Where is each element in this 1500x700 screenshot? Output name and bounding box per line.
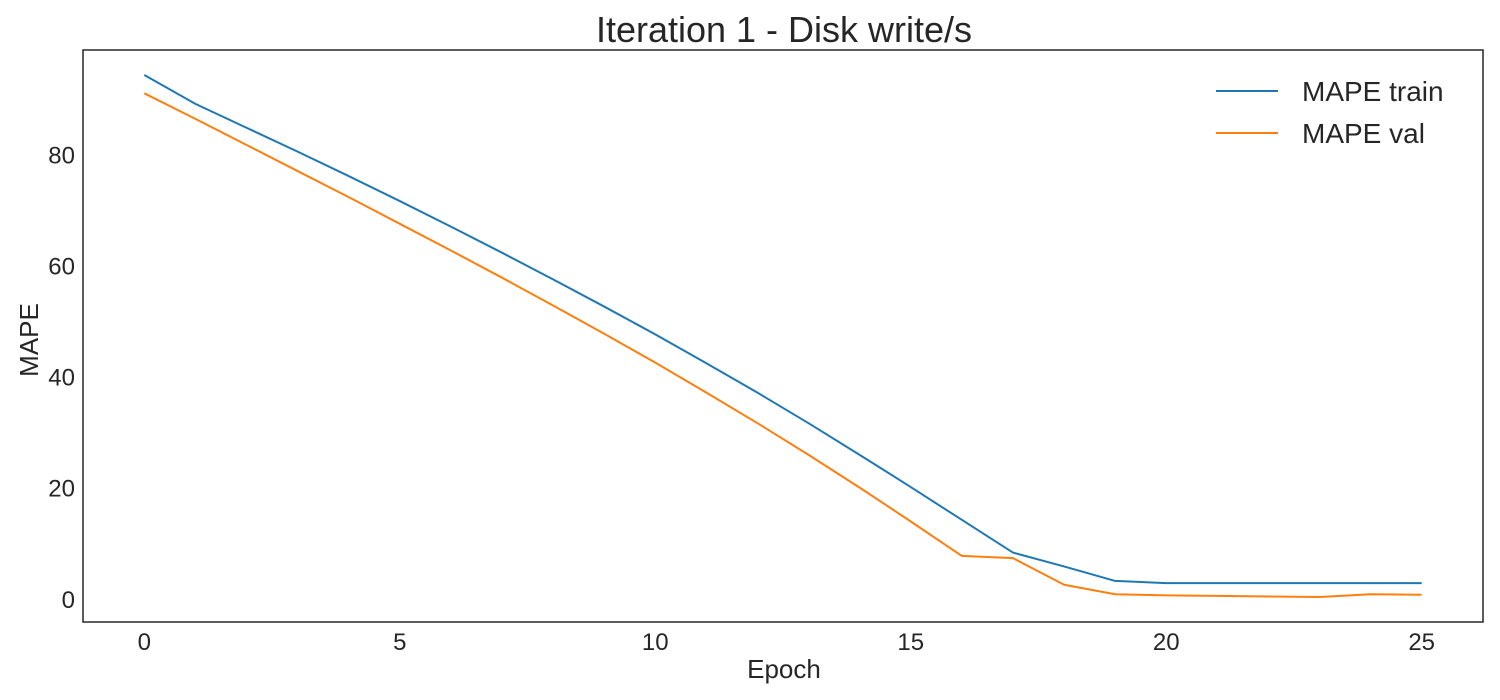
y-axis-label: MAPE — [14, 303, 44, 377]
x-axis-label: Epoch — [747, 654, 821, 684]
y-tick-label: 80 — [48, 143, 75, 170]
x-tick-label: 0 — [138, 629, 151, 656]
legend: MAPE train MAPE val — [1216, 76, 1444, 149]
legend-label: MAPE train — [1302, 76, 1444, 107]
series-line-1 — [143, 74, 1422, 585]
series-line-2 — [143, 92, 1422, 599]
legend-label: MAPE val — [1302, 118, 1425, 149]
plot-frame — [82, 49, 1484, 623]
series-lines — [143, 74, 1422, 599]
y-tick-label: 20 — [48, 476, 75, 503]
x-axis: 0 5 10 15 20 25 — [138, 629, 1435, 656]
plot-area: 0 5 10 15 20 25 0 20 40 60 80 — [48, 49, 1484, 656]
chart-title: Iteration 1 - Disk write/s — [596, 9, 972, 50]
x-tick-label: 15 — [897, 629, 924, 656]
x-tick-label: 5 — [393, 629, 406, 656]
y-tick-label: 0 — [62, 587, 75, 614]
x-tick-label: 20 — [1153, 629, 1180, 656]
y-tick-label: 60 — [48, 254, 75, 281]
x-tick-label: 10 — [642, 629, 669, 656]
y-axis: 0 20 40 60 80 — [48, 143, 75, 614]
x-tick-label: 25 — [1408, 629, 1435, 656]
y-tick-label: 40 — [48, 365, 75, 392]
